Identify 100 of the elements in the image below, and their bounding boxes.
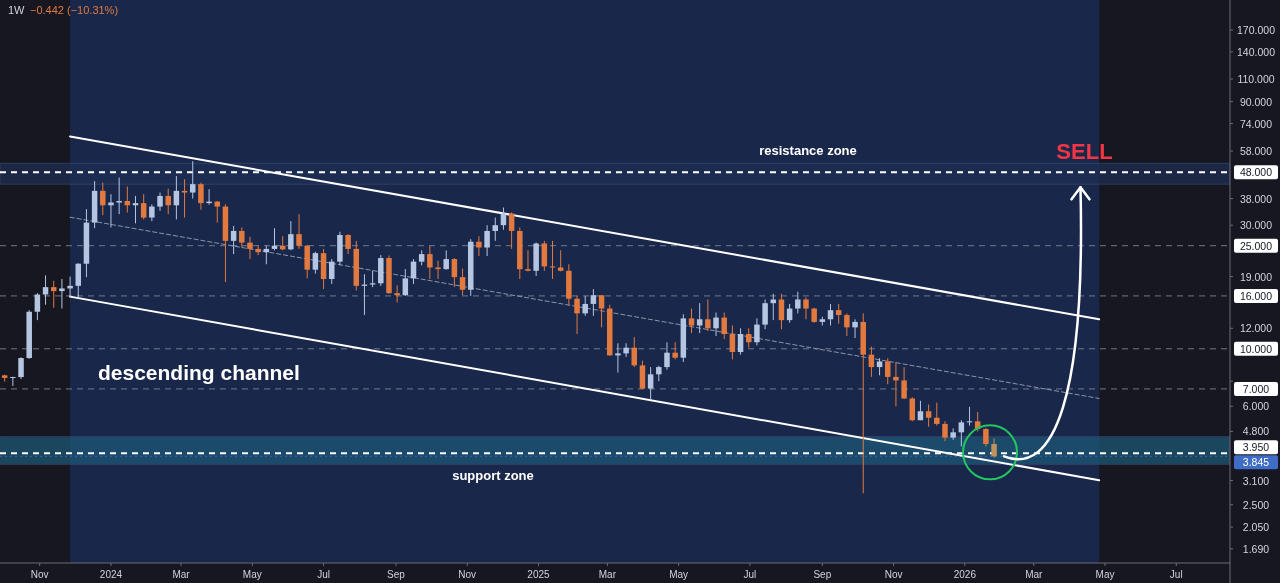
candlestick (639, 360, 646, 390)
candlestick (476, 235, 482, 257)
candlestick (574, 295, 580, 335)
candlestick (942, 420, 948, 442)
candlestick (157, 192, 163, 212)
candlestick (729, 325, 736, 360)
candlestick (615, 342, 621, 374)
candlestick (827, 303, 834, 327)
candlestick (909, 396, 916, 422)
candlestick (762, 298, 768, 330)
candlestick (934, 402, 940, 427)
candlestick (737, 327, 744, 356)
y-tick-label: 110.000 (1237, 73, 1275, 86)
candlestick (181, 178, 188, 219)
candlestick (140, 193, 147, 220)
candlestick (664, 341, 670, 371)
y-tick-label: 140.000 (1237, 45, 1276, 58)
candlestick (230, 225, 237, 255)
candlestick (885, 357, 891, 385)
candlestick (991, 437, 997, 459)
candlestick (901, 366, 907, 400)
candlestick (541, 240, 548, 272)
x-tick-label: Mar (598, 569, 617, 580)
ref-line-label: 10.000 (1239, 342, 1273, 355)
y-tick-label: 170.000 (1237, 24, 1276, 37)
band-label: resistance zone (759, 143, 857, 159)
band-label: support zone (452, 468, 534, 484)
x-tick-label: Sep (387, 569, 406, 580)
ref-line-label: 16.000 (1239, 289, 1273, 302)
candlestick (590, 288, 597, 317)
candlestick (500, 207, 507, 231)
candlestick (427, 245, 433, 280)
x-tick-label: 2024 (99, 569, 123, 580)
x-tick-label: Nov (884, 569, 903, 580)
candlestick (435, 260, 441, 280)
candlestick (705, 298, 711, 332)
candlestick (713, 312, 719, 337)
chart-title: 1W (8, 4, 26, 16)
candlestick (983, 427, 989, 447)
x-tick-label: Sep (813, 569, 832, 580)
x-tick-label: Nov (458, 569, 477, 580)
candlestick (18, 356, 24, 380)
candlestick (296, 213, 302, 250)
x-tick-label: Jul (317, 569, 330, 580)
y-tick-label: 4.800 (1242, 425, 1270, 438)
x-tick-label: 2025 (527, 569, 551, 580)
y-tick-label: 6.000 (1242, 400, 1270, 413)
candlestick (214, 200, 221, 224)
candlestick (59, 278, 65, 310)
y-tick-label: 19.000 (1239, 270, 1273, 283)
candlestick (582, 295, 588, 317)
candlestick (696, 302, 703, 334)
candlestick (835, 303, 842, 325)
candlestick (239, 226, 245, 249)
y-tick-label: 12.000 (1239, 322, 1273, 335)
candlestick (958, 419, 965, 447)
candlestick (100, 182, 106, 216)
candlestick (75, 262, 82, 298)
ref-line-label: 3.950 (1242, 441, 1270, 454)
candlestick (688, 308, 695, 334)
y-tick-label: 1.690 (1242, 542, 1270, 555)
x-tick-label: May (242, 569, 262, 580)
candlestick (165, 188, 171, 215)
candlestick (255, 244, 261, 256)
x-tick-label: Mar (1025, 569, 1044, 580)
annotation: descending channel (98, 361, 300, 384)
annotation: SELL (1056, 139, 1113, 165)
candlestick (803, 296, 809, 320)
ref-line-label: 7.000 (1242, 382, 1270, 395)
candlestick (459, 268, 466, 296)
candlestick (754, 317, 760, 346)
x-tick-label: Jul (743, 569, 757, 580)
candlestick (647, 366, 654, 400)
y-tick-label: 74.000 (1239, 117, 1273, 130)
candlestick (721, 312, 727, 340)
candlestick (288, 220, 294, 251)
y-tick-label: 38.000 (1239, 192, 1273, 205)
annotation: −0.442 (−10.31%) (30, 4, 119, 16)
x-tick-label: May (669, 569, 689, 580)
x-tick-label: 2026 (953, 569, 977, 580)
x-tick-label: Mar (172, 569, 191, 580)
ref-line-label: 25.000 (1239, 239, 1273, 252)
candlestick (598, 294, 605, 328)
candlestick (42, 274, 49, 306)
ref-line-label: 3.845 (1242, 456, 1270, 469)
candlestick (844, 312, 850, 337)
candlestick (189, 160, 196, 200)
candlestick (247, 236, 253, 260)
candlestick (852, 318, 858, 339)
ref-line-label: 48.000 (1239, 166, 1273, 179)
candlestick (198, 182, 204, 211)
candlestick (484, 224, 490, 257)
candlestick (451, 257, 458, 288)
candlestick (304, 244, 310, 279)
y-tick-label: 90.000 (1239, 95, 1273, 108)
x-tick-label: May (1095, 569, 1115, 580)
y-tick-label: 2.050 (1242, 521, 1270, 534)
y-tick-label: 3.100 (1242, 474, 1270, 487)
candlestick (925, 403, 932, 428)
candlestick (623, 342, 629, 358)
